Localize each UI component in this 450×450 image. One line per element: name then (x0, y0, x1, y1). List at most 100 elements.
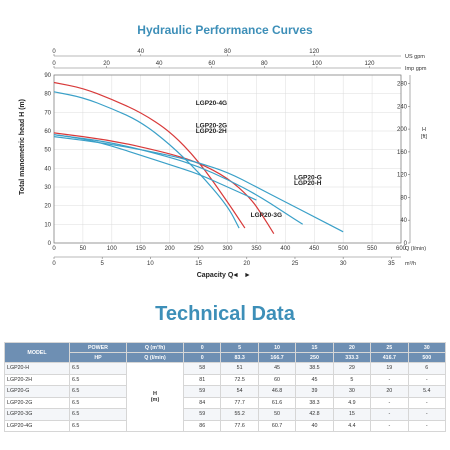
row-value: 20 (370, 385, 409, 398)
row-model: LGP20-3G (4, 408, 70, 421)
secondary-x-tick-label: 10 (147, 261, 154, 267)
row-value: 40 (295, 419, 334, 432)
header-hp: HP (69, 352, 127, 363)
chart-series (53, 81, 344, 235)
label-lgp20-2h: LGP20-2H (196, 128, 227, 135)
top-axis-tick-label: 0 (52, 49, 56, 55)
y-tick-label: 0 (48, 241, 52, 247)
label-lgp20-h: LGP20-H (294, 180, 322, 187)
table-row: LGP20-2G 6.5 84 77.7 61.6 38.3 4.9 - - (4, 396, 447, 409)
curve-lgp20-2g (53, 91, 240, 229)
curve-lgp20-2h (53, 134, 257, 201)
secondary-x-axis-unit: m³/h (405, 261, 416, 267)
top-axis-tick-label: 40 (156, 61, 163, 67)
right-axis-tick-label: 80 (400, 195, 407, 201)
x-tick-label: 100 (107, 246, 118, 252)
y-tick-label: 50 (44, 148, 51, 154)
row-hp: 6.5 (69, 373, 127, 386)
header-flow-lmin: 166.7 (257, 352, 297, 363)
table-row: LGP20-H 6.5 H (m) 58 51 45 38.5 29 19 6 (4, 362, 447, 432)
header-flow-m3h: 10 (257, 342, 297, 353)
row-value: 15 (332, 408, 372, 421)
chart-grid (53, 74, 402, 244)
row-value: 84 (182, 396, 222, 409)
label-lgp20-g: LGP20-G (294, 175, 322, 182)
top-axis-tick-label: 80 (224, 49, 231, 55)
row-model: LGP20-H (4, 362, 70, 375)
x-axis-unit: Q (l/min) (405, 246, 426, 252)
curve-lgp20-3g (53, 132, 275, 235)
row-value: 4.9 (332, 396, 372, 409)
right-axis-tick-label: 240 (397, 104, 408, 110)
header-q-m3h: Q (m³/h) (126, 342, 184, 353)
row-value: 77.6 (220, 419, 259, 432)
row-value: 59 (182, 385, 222, 398)
row-value: 45 (257, 362, 297, 375)
row-value: 38.3 (295, 396, 334, 409)
x-tick-label: 200 (165, 246, 176, 252)
right-axis-tick-label: 280 (397, 82, 408, 88)
row-value: 60 (257, 373, 297, 386)
x-tick-label: 250 (194, 246, 205, 252)
right-axis-tick-label: 120 (397, 173, 408, 179)
row-value: 6 (407, 362, 447, 375)
header-flow-lmin: 83.3 (220, 352, 259, 363)
table-header-row: HP Q (l/min) 0 83.3 166.7 250 333.3 416.… (5, 352, 447, 363)
header-flow-m3h: 0 (182, 342, 222, 353)
table-row: LGP20-4G 6.5 86 77.6 60.7 40 4.4 - - (4, 419, 447, 432)
row-value: 4.4 (332, 419, 372, 432)
row-value: 60.7 (257, 419, 297, 432)
header-flow-lmin: 250 (295, 352, 334, 363)
header-flow-m3h: 5 (220, 342, 259, 353)
row-model: LGP20-2G (4, 396, 70, 409)
performance-chart: Hydraulic Performance Curves 01020304050… (19, 23, 428, 279)
row-value: - (407, 373, 447, 386)
x-tick-label: 150 (136, 246, 147, 252)
label-lgp20-2g: LGP20-2G (196, 122, 227, 129)
row-value: - (370, 419, 409, 432)
y-tick-label: 60 (44, 129, 51, 135)
top-axis-tick-label: 80 (261, 61, 268, 67)
top-axis-tick-label: 120 (309, 49, 320, 55)
row-value: 59 (182, 408, 222, 421)
table-header-row: MODEL POWER Q (m³/h) 0 5 10 15 20 25 30 (4, 342, 447, 363)
header-flow-m3h: 30 (407, 342, 447, 353)
row-value: 46.8 (257, 385, 297, 398)
head-unit-cell: H (m) (126, 362, 184, 432)
head-unit-sub: (m) (150, 397, 160, 403)
row-value: 58 (182, 362, 222, 375)
x-tick-label: 450 (309, 246, 320, 252)
row-value: 51 (220, 362, 259, 375)
y-tick-label: 30 (44, 185, 51, 191)
header-flow-m3h: 20 (332, 342, 372, 353)
x-tick-label: 50 (80, 246, 87, 252)
row-hp: 6.5 (69, 396, 127, 409)
row-value: 39 (295, 385, 334, 398)
table-row: LGP20-2H 6.5 81 72.5 60 45 5 - - (4, 373, 447, 386)
x-axis-label: Capacity Q (197, 272, 234, 279)
row-model: LGP20-4G (4, 419, 70, 432)
row-value: 86 (182, 419, 222, 432)
label-lgp20-3g: LGP20-3G (251, 212, 282, 219)
top-axis-tick-label: 40 (137, 49, 144, 55)
header-flow-m3h: 15 (295, 342, 334, 353)
x-tick-label: 600 (396, 246, 407, 252)
curve-lgp20-g (53, 136, 344, 233)
right-axis-tick-label: 40 (400, 218, 407, 224)
curve-lgp20-h (53, 134, 304, 225)
secondary-x-tick-label: 0 (52, 261, 56, 267)
y-tick-label: 10 (44, 222, 51, 228)
table-row: LGP20-G 6.5 59 54 46.8 39 30 20 5.4 (4, 385, 447, 398)
row-model: LGP20-G (4, 385, 70, 398)
row-value: - (370, 408, 409, 421)
y-axis-label: Total manometric head H (m) (19, 99, 26, 195)
right-axis-tick-label: 160 (397, 150, 408, 156)
row-value: 42.8 (295, 408, 334, 421)
secondary-x-tick-label: 20 (243, 261, 250, 267)
x-tick-label: 500 (338, 246, 349, 252)
row-value: 19 (370, 362, 409, 375)
secondary-x-tick-label: 30 (340, 261, 347, 267)
secondary-x-tick-label: 15 (195, 261, 202, 267)
row-value: 30 (332, 385, 372, 398)
